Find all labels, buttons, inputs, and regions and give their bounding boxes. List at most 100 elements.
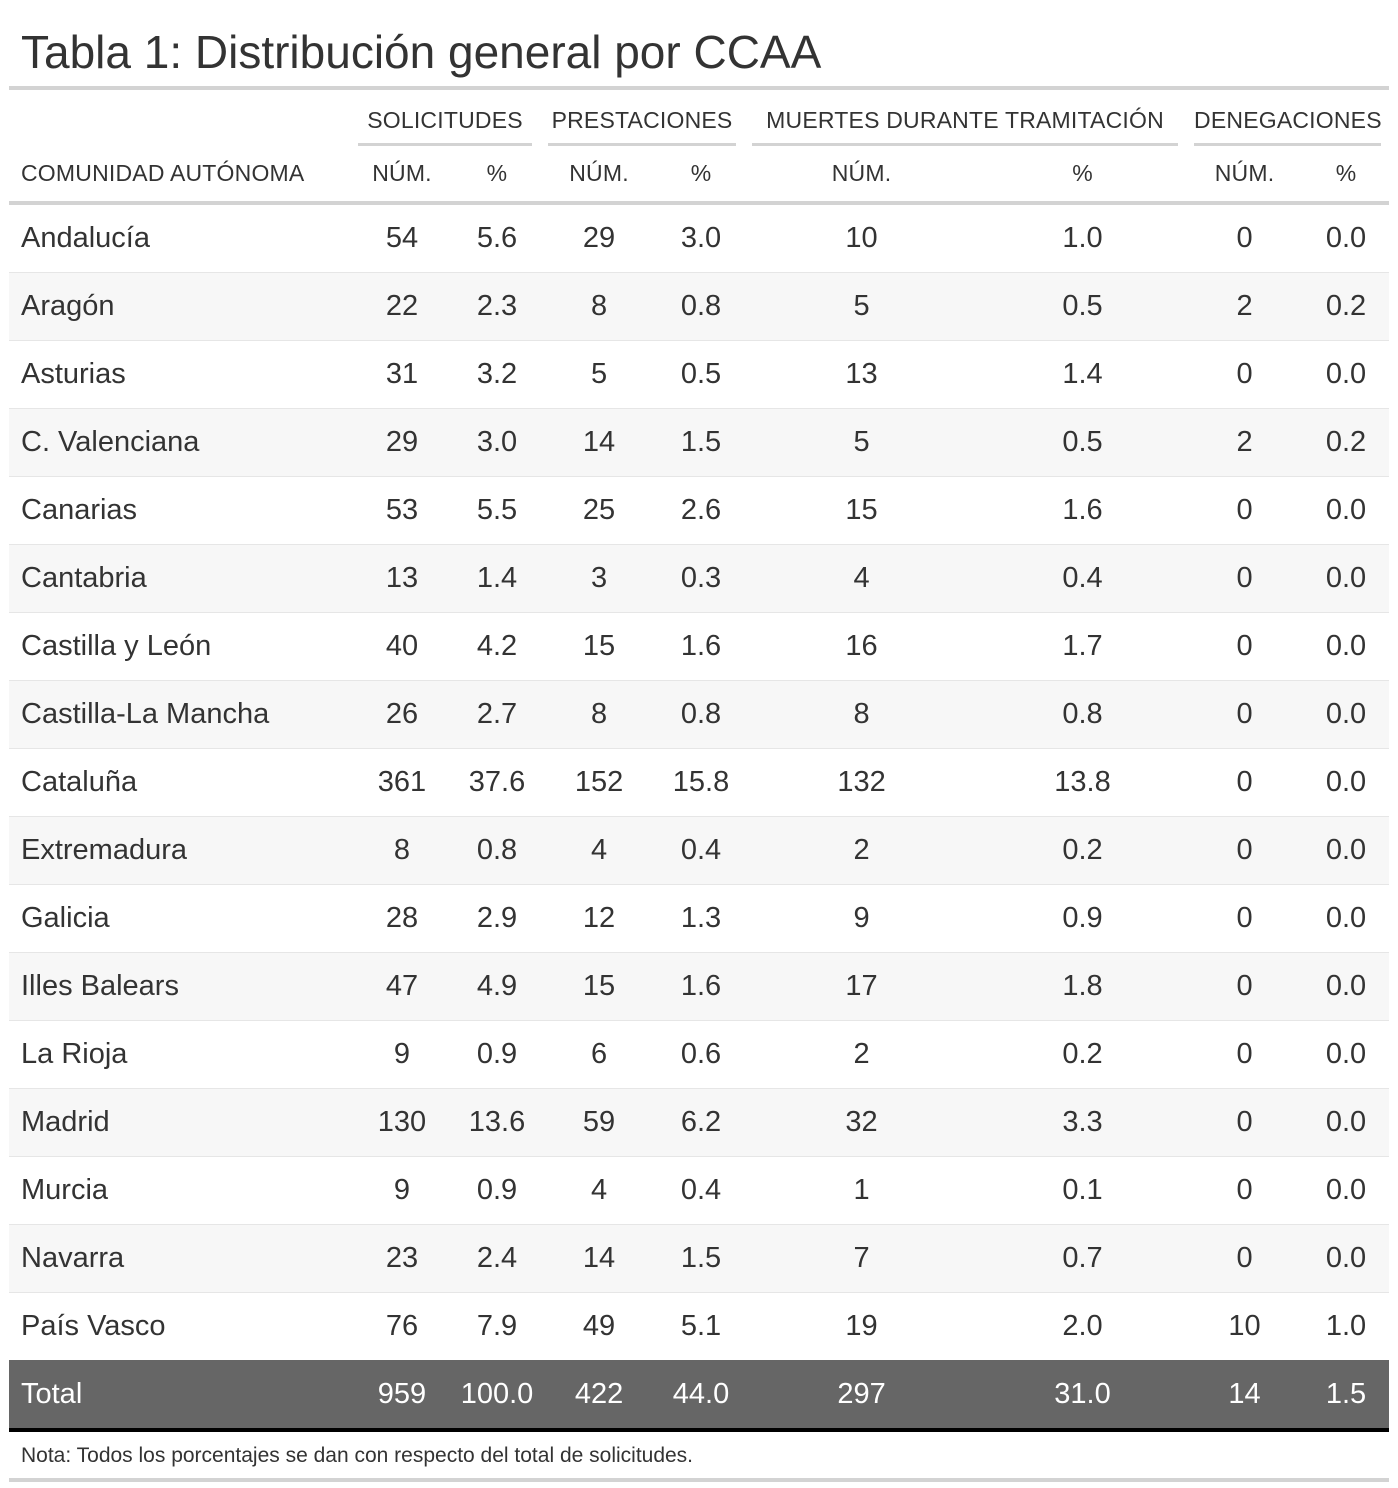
table-row: Cataluña 361 37.6 152 15.8 132 13.8 0 0.0 [9,748,1390,817]
cell-muertes-pct: 1.4 [979,340,1187,409]
cell-comunidad: País Vasco [9,1292,350,1360]
cell-denegaciones-pct: 0.0 [1303,544,1390,613]
cell-prestaciones-pct: 1.5 [658,1224,745,1293]
table-row: Castilla y León 40 4.2 15 1.6 16 1.7 0 0.0 [9,612,1390,681]
cell-denegaciones-pct: 0.0 [1303,476,1390,545]
top-rule [9,86,1389,90]
cell-prestaciones-num: 14 [540,1224,659,1293]
cell-prestaciones-num: 152 [540,748,659,817]
col-header-muertes-pct: % [979,146,1187,205]
cell-denegaciones-pct: 0.0 [1303,1224,1390,1293]
cell-solicitudes-pct: 3.2 [454,340,541,409]
cell-muertes-num: 15 [744,476,980,545]
cell-denegaciones-num: 0 [1186,612,1304,681]
cell-solicitudes-pct: 3.0 [454,408,541,477]
col-header-muertes-num: NÚM. [744,146,980,205]
end-rule [9,1478,1389,1482]
cell-denegaciones-pct: 0.0 [1303,884,1390,953]
cell-solicitudes-num: 22 [350,272,454,341]
cell-muertes-pct: 1.7 [979,612,1187,681]
cell-muertes-pct: 1.6 [979,476,1187,545]
table-row: Canarias 53 5.5 25 2.6 15 1.6 0 0.0 [9,476,1390,545]
cell-solicitudes-pct: 0.9 [454,1020,541,1089]
cell-solicitudes-pct: 37.6 [454,748,541,817]
cell-muertes-num: 16 [744,612,980,681]
table-row: Galicia 28 2.9 12 1.3 9 0.9 0 0.0 [9,884,1390,953]
cell-muertes-num: 17 [744,952,980,1021]
cell-solicitudes-num: 130 [350,1088,454,1157]
cell-solicitudes-num: 31 [350,340,454,409]
cell-solicitudes-pct: 7.9 [454,1292,541,1360]
cell-comunidad: Asturias [9,340,350,409]
cell-solicitudes-num: 959 [350,1360,454,1428]
cell-prestaciones-pct: 0.5 [658,340,745,409]
cell-solicitudes-num: 9 [350,1156,454,1225]
cell-muertes-num: 13 [744,340,980,409]
table-row: Asturias 31 3.2 5 0.5 13 1.4 0 0.0 [9,340,1390,409]
cell-prestaciones-num: 4 [540,1156,659,1225]
spanner-solicitudes: SOLICITUDES [350,90,540,146]
cell-muertes-num: 4 [744,544,980,613]
table-title: Tabla 1: Distribución general por CCAA [21,26,822,78]
cell-comunidad: La Rioja [9,1020,350,1089]
cell-solicitudes-pct: 2.4 [454,1224,541,1293]
table-note: Nota: Todos los porcentajes se dan con r… [21,1444,694,1467]
cell-prestaciones-num: 29 [540,202,659,273]
table-row: Madrid 130 13.6 59 6.2 32 3.3 0 0.0 [9,1088,1390,1157]
cell-muertes-pct: 0.2 [979,1020,1187,1089]
table-row: C. Valenciana 29 3.0 14 1.5 5 0.5 2 0.2 [9,408,1390,477]
cell-solicitudes-num: 28 [350,884,454,953]
table-row: Andalucía 54 5.6 29 3.0 10 1.0 0 0.0 [9,202,1390,273]
col-header-prestaciones-num: NÚM. [540,146,659,205]
cell-muertes-num: 7 [744,1224,980,1293]
cell-denegaciones-pct: 0.0 [1303,1088,1390,1157]
ccaa-table: SOLICITUDES PRESTACIONES MUERTES DURANTE… [9,90,1390,1428]
cell-denegaciones-num: 0 [1186,1156,1304,1225]
cell-denegaciones-num: 10 [1186,1292,1304,1360]
cell-muertes-pct: 0.9 [979,884,1187,953]
cell-prestaciones-num: 8 [540,272,659,341]
cell-comunidad: Illes Balears [9,952,350,1021]
cell-denegaciones-num: 0 [1186,202,1304,273]
cell-muertes-pct: 0.5 [979,408,1187,477]
cell-muertes-num: 10 [744,202,980,273]
spanner-prestaciones: PRESTACIONES [540,90,744,146]
cell-prestaciones-pct: 0.6 [658,1020,745,1089]
table-row: Extremadura 8 0.8 4 0.4 2 0.2 0 0.0 [9,816,1390,885]
cell-denegaciones-num: 0 [1186,1088,1304,1157]
cell-solicitudes-pct: 0.8 [454,816,541,885]
cell-prestaciones-pct: 1.3 [658,884,745,953]
cell-comunidad: C. Valenciana [9,408,350,477]
cell-muertes-num: 2 [744,1020,980,1089]
cell-comunidad: Andalucía [9,202,350,273]
total-row: Total 959 100.0 422 44.0 297 31.0 14 1.5 [9,1360,1390,1428]
cell-denegaciones-num: 0 [1186,1020,1304,1089]
cell-denegaciones-num: 2 [1186,272,1304,341]
cell-comunidad: Cantabria [9,544,350,613]
cell-prestaciones-pct: 2.6 [658,476,745,545]
cell-solicitudes-pct: 2.7 [454,680,541,749]
cell-prestaciones-num: 15 [540,612,659,681]
cell-prestaciones-num: 5 [540,340,659,409]
cell-denegaciones-pct: 0.0 [1303,340,1390,409]
table-row: La Rioja 9 0.9 6 0.6 2 0.2 0 0.0 [9,1020,1390,1089]
col-header-comunidad: COMUNIDAD AUTÓNOMA [9,146,350,205]
cell-prestaciones-pct: 6.2 [658,1088,745,1157]
cell-denegaciones-num: 2 [1186,408,1304,477]
cell-prestaciones-num: 8 [540,680,659,749]
cell-denegaciones-pct: 0.0 [1303,1020,1390,1089]
cell-denegaciones-num: 14 [1186,1360,1304,1428]
cell-denegaciones-pct: 0.0 [1303,680,1390,749]
cell-solicitudes-pct: 5.5 [454,476,541,545]
cell-solicitudes-num: 13 [350,544,454,613]
cell-comunidad: Navarra [9,1224,350,1293]
cell-comunidad: Canarias [9,476,350,545]
table-body: Andalucía 54 5.6 29 3.0 10 1.0 0 0.0 Aragón 22 2.3 8… [9,202,1390,1428]
col-header-solicitudes-pct: % [454,146,541,205]
cell-prestaciones-num: 422 [540,1360,659,1428]
cell-prestaciones-pct: 0.8 [658,680,745,749]
cell-comunidad: Madrid [9,1088,350,1157]
cell-prestaciones-pct: 0.8 [658,272,745,341]
col-header-solicitudes-num: NÚM. [350,146,454,205]
cell-muertes-pct: 0.7 [979,1224,1187,1293]
